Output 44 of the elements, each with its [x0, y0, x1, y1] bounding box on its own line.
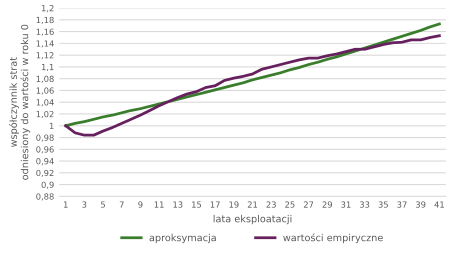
x-tick-label: 7 [120, 201, 124, 208]
legend-label: wartości empiryczne [283, 233, 383, 244]
x-tick-label: 41 [434, 201, 444, 208]
y-tick-label: 0,98 [36, 134, 54, 142]
y-tick-label: 0,9 [42, 182, 54, 189]
x-tick-label: 11 [154, 201, 164, 208]
x-tick-label: 1 [64, 201, 68, 208]
x-tick-label: 31 [341, 201, 350, 208]
x-tick-label: 9 [138, 201, 142, 208]
y-tick-label: 1,08 [36, 76, 54, 83]
x-tick-label: 29 [322, 201, 332, 208]
y-tick-label: 1,14 [36, 40, 54, 48]
y-tick-label: 1,18 [36, 16, 54, 24]
x-tick-label: 37 [397, 201, 407, 208]
x-tick-label: 27 [304, 201, 314, 208]
legend-label: aproksymacja [150, 234, 216, 244]
y-axis-title: współczynnik strat odniesiony do wartości w roku 0 [9, 24, 30, 180]
y-tick-label: 0,88 [36, 193, 54, 201]
x-tick-label: 25 [285, 201, 294, 208]
line-series [64, 34, 441, 137]
x-tick-label: 21 [248, 201, 258, 208]
x-tick-label: 33 [360, 201, 370, 208]
x-tick-label: 3 [82, 201, 86, 208]
y-tick-label: 0,94 [36, 158, 54, 166]
x-tick-label: 35 [378, 201, 388, 208]
y-tick-label: 1,06 [36, 87, 54, 95]
y-tick-label: 1,12 [36, 52, 54, 60]
x-tick-label: 13 [173, 201, 182, 208]
x-tick-label: 5 [101, 201, 105, 208]
y-tick-label: 1,16 [36, 28, 54, 36]
x-tick-label: 17 [210, 201, 220, 208]
y-tick-label: 1,04 [36, 99, 54, 106]
x-tick-label: 39 [416, 201, 426, 208]
y-tick-label: 1 [50, 122, 54, 129]
y-tick-label: 1,02 [36, 110, 54, 118]
x-tick-label: 15 [192, 201, 202, 208]
y-tick-label: 0,92 [36, 170, 54, 177]
y-tick-label: 1,2 [42, 5, 54, 12]
line-series [64, 22, 441, 128]
y-tick-label: 0,96 [36, 146, 54, 154]
x-axis-title: lata eksploatacji [214, 214, 292, 224]
x-tick-label: 23 [266, 201, 276, 208]
x-tick-label: 19 [229, 201, 239, 208]
y-tick-label: 1,1 [42, 64, 54, 72]
